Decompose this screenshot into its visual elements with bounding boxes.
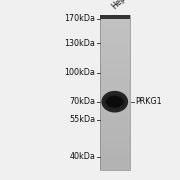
Bar <box>100 100 130 104</box>
Bar <box>100 108 130 112</box>
Bar <box>100 81 130 85</box>
Bar <box>100 89 130 93</box>
Ellipse shape <box>104 94 125 109</box>
Bar <box>100 61 130 66</box>
Bar <box>100 150 130 155</box>
Bar <box>100 123 130 127</box>
Bar <box>100 92 130 96</box>
Text: 170kDa: 170kDa <box>64 14 95 23</box>
Bar <box>100 154 130 159</box>
Bar <box>100 15 130 19</box>
Bar <box>100 46 130 50</box>
Text: 40kDa: 40kDa <box>69 152 95 161</box>
Bar <box>100 65 130 69</box>
Text: HepG2: HepG2 <box>110 0 136 11</box>
Bar <box>100 77 130 81</box>
Text: 55kDa: 55kDa <box>69 115 95 124</box>
Bar <box>100 58 130 62</box>
Bar <box>100 166 130 170</box>
Bar <box>100 127 130 131</box>
Bar <box>100 162 130 166</box>
Bar <box>100 96 130 100</box>
Bar <box>100 158 130 162</box>
Text: 70kDa: 70kDa <box>69 97 95 106</box>
Bar <box>100 120 130 124</box>
Bar <box>100 27 130 31</box>
Bar <box>100 85 130 89</box>
Bar <box>100 143 130 147</box>
Text: 130kDa: 130kDa <box>64 39 95 48</box>
Ellipse shape <box>106 96 123 108</box>
Bar <box>100 54 130 58</box>
Bar <box>100 147 130 151</box>
Bar <box>100 23 130 27</box>
Bar <box>100 131 130 135</box>
Bar <box>100 50 130 54</box>
Bar <box>100 30 130 35</box>
Bar <box>100 42 130 46</box>
Bar <box>100 139 130 143</box>
Bar <box>100 19 130 23</box>
Bar <box>100 116 130 120</box>
Bar <box>100 73 130 77</box>
Bar <box>100 69 130 73</box>
Bar <box>100 15 130 170</box>
Ellipse shape <box>101 91 128 112</box>
Ellipse shape <box>107 97 122 107</box>
Bar <box>100 34 130 39</box>
Bar <box>100 104 130 108</box>
Bar <box>100 112 130 116</box>
Text: PRKG1: PRKG1 <box>135 97 162 106</box>
Text: 100kDa: 100kDa <box>64 68 95 77</box>
Bar <box>100 15 130 19</box>
Bar <box>100 135 130 139</box>
Bar <box>100 38 130 42</box>
